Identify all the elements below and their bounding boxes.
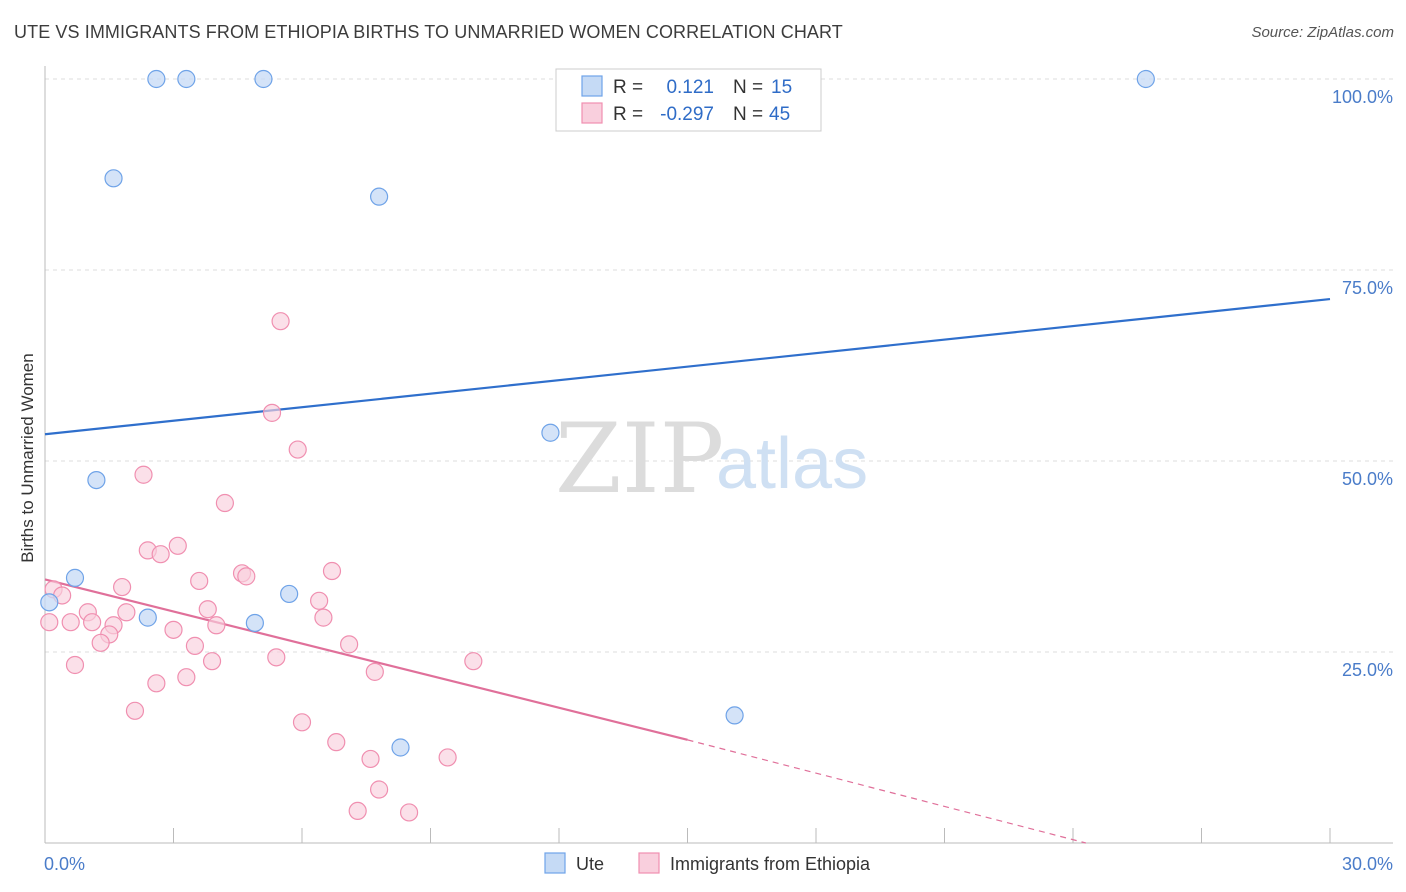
watermark: ZIP atlas — [555, 403, 868, 515]
point-ute-3 — [1136, 69, 1155, 89]
source-label: Source: ZipAtlas.com — [1251, 24, 1394, 41]
bottom-legend-label-ethiopia[interactable]: Immigrants from Ethiopia — [670, 854, 871, 874]
point-ethiopia-32 — [464, 652, 483, 671]
legend-swatch-ute — [581, 75, 603, 97]
point-ute-1 — [177, 69, 196, 89]
point-ethiopia-43 — [348, 801, 367, 821]
point-ethiopia-3 — [134, 465, 153, 484]
y-axis-label: Births to Unmarried Women — [18, 353, 37, 562]
legend-swatch-ethiopia — [581, 102, 603, 124]
point-ethiopia-37 — [125, 701, 145, 720]
point-ute-5 — [370, 187, 389, 206]
point-ethiopia-4 — [215, 493, 234, 513]
point-ethiopia-2 — [288, 440, 307, 459]
legend-n-label-ute: N = — [733, 77, 763, 98]
trend-line-ethiopia-extension — [687, 739, 1087, 844]
bottom-legend-label-ute[interactable]: Ute — [576, 854, 604, 874]
point-ethiopia-44 — [399, 803, 419, 822]
bottom-legend-swatch-ethiopia[interactable] — [638, 852, 660, 874]
point-ethiopia-33 — [65, 655, 85, 675]
point-ethiopia-15 — [310, 591, 329, 610]
point-ethiopia-0 — [271, 312, 290, 331]
point-ethiopia-42 — [370, 780, 389, 799]
chart-title: UTE VS IMMIGRANTS FROM ETHIOPIA BIRTHS T… — [14, 22, 843, 42]
point-ute-7 — [87, 471, 106, 490]
point-ethiopia-27 — [91, 633, 110, 652]
y-tick-label-1: 50.0% — [1342, 469, 1393, 489]
point-ethiopia-10 — [237, 567, 256, 586]
point-ethiopia-40 — [361, 749, 380, 769]
point-ethiopia-35 — [177, 668, 196, 687]
x-tick-label-0: 0.0% — [44, 854, 85, 874]
point-ethiopia-19 — [314, 608, 333, 627]
point-ethiopia-20 — [40, 613, 59, 632]
correlation-legend: R = 0.121 N = 15 R = -0.297 N = 45 — [555, 68, 822, 132]
point-ethiopia-36 — [147, 674, 166, 693]
point-ethiopia-39 — [327, 733, 346, 752]
bottom-legend-swatch-ute[interactable] — [544, 852, 566, 874]
point-ute-10 — [138, 608, 157, 627]
point-ethiopia-18 — [117, 603, 136, 622]
point-ute-0 — [147, 69, 166, 89]
point-ethiopia-22 — [83, 613, 102, 632]
y-tick-labels: 25.0% 50.0% 75.0% 100.0% — [1332, 87, 1393, 680]
point-ute-4 — [104, 169, 123, 188]
point-ethiopia-1 — [262, 403, 282, 422]
point-ethiopia-12 — [112, 577, 132, 597]
point-ethiopia-31 — [202, 652, 222, 671]
series-legend: Ute Immigrants from Ethiopia — [544, 852, 871, 874]
point-ute-11 — [245, 613, 264, 633]
trend-line-ute — [44, 297, 1331, 436]
watermark-zip: ZIP — [555, 403, 724, 515]
point-ethiopia-25 — [164, 620, 183, 639]
watermark-atlas: atlas — [716, 424, 868, 504]
point-ethiopia-41 — [438, 748, 457, 767]
y-tick-label-2: 75.0% — [1342, 278, 1393, 298]
legend-n-value-ethiopia: 45 — [769, 104, 790, 125]
point-ute-14 — [725, 706, 744, 725]
point-ethiopia-16 — [198, 600, 217, 619]
point-ethiopia-8 — [322, 561, 342, 581]
y-tick-label-3: 100.0% — [1332, 87, 1393, 107]
x-tick-labels: 0.0% 30.0% — [44, 854, 1393, 874]
legend-r-label-ute: R = — [613, 77, 643, 98]
point-ute-13 — [391, 738, 410, 757]
legend-r-label-ethiopia: R = — [613, 104, 643, 125]
legend-r-value-ute: 0.121 — [666, 77, 714, 98]
trend-layer — [44, 297, 1331, 844]
legend-n-value-ute: 15 — [771, 77, 792, 98]
trend-line-ethiopia — [44, 578, 688, 741]
point-ethiopia-24 — [207, 616, 226, 635]
point-ethiopia-29 — [185, 636, 205, 655]
point-ethiopia-38 — [292, 713, 312, 732]
y-tick-label-0: 25.0% — [1342, 660, 1393, 680]
point-ute-12 — [280, 584, 299, 604]
point-ethiopia-11 — [190, 571, 209, 591]
x-tick-label-1: 30.0% — [1342, 854, 1393, 874]
point-ethiopia-28 — [340, 635, 359, 654]
axes-layer — [44, 66, 1393, 844]
point-ethiopia-30 — [267, 648, 286, 667]
points-layer — [40, 69, 1155, 822]
point-ethiopia-5 — [168, 536, 187, 555]
point-ute-8 — [65, 568, 85, 587]
legend-r-value-ethiopia: -0.297 — [660, 104, 714, 125]
point-ute-2 — [254, 69, 273, 89]
point-ethiopia-7 — [151, 545, 170, 564]
point-ethiopia-21 — [61, 613, 80, 632]
point-ute-9 — [40, 593, 59, 612]
point-ethiopia-34 — [365, 662, 384, 681]
legend-n-label-ethiopia: N = — [733, 104, 763, 125]
point-ute-6 — [541, 423, 560, 442]
